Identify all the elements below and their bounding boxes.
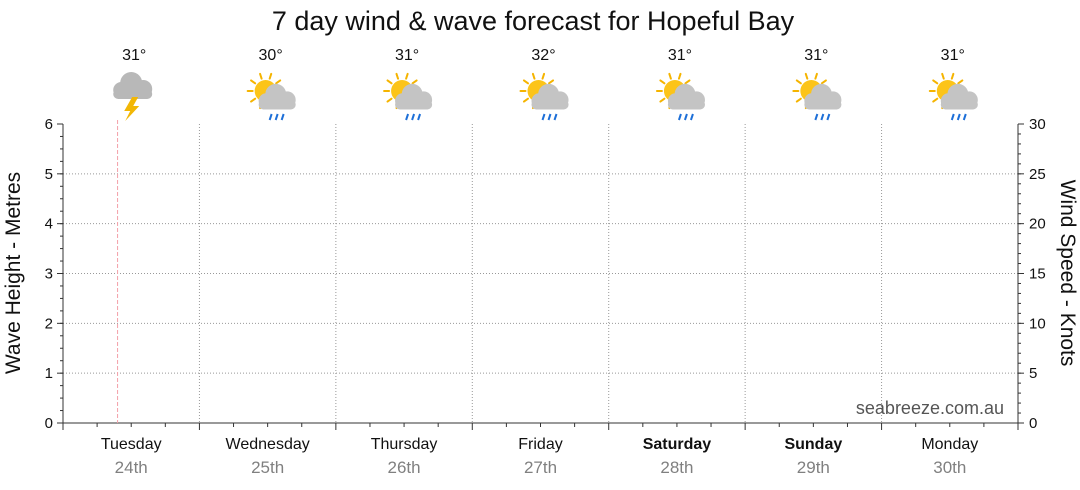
- day-temperature: 31°: [941, 47, 965, 64]
- day-name: Sunday: [784, 436, 842, 453]
- day-name: Tuesday: [101, 436, 162, 453]
- day-name: Saturday: [643, 436, 712, 453]
- left-axis-tick-label: 5: [45, 166, 53, 183]
- left-axis-tick-label: 2: [45, 315, 53, 332]
- day-name: Wednesday: [226, 436, 310, 453]
- left-axis-label: Wave Height - Metres: [2, 172, 25, 374]
- day-date: 27th: [524, 458, 557, 477]
- left-axis-tick-label: 1: [45, 365, 53, 382]
- sun-cloud-rain-icon: [383, 72, 433, 121]
- day-temperature: 32°: [531, 47, 555, 64]
- right-axis-tick-label: 15: [1029, 266, 1046, 283]
- left-axis-tick-label: 3: [45, 266, 53, 283]
- right-axis-tick-label: 5: [1029, 365, 1037, 382]
- right-axis-tick-label: 0: [1029, 415, 1037, 432]
- day-name: Friday: [518, 436, 562, 453]
- left-axis-tick-label: 6: [45, 116, 53, 133]
- sun-cloud-rain-icon: [928, 72, 978, 121]
- day-temperature: 31°: [395, 47, 419, 64]
- thunderstorm-icon: [113, 72, 153, 121]
- day-date: 24th: [115, 458, 148, 477]
- day-date: 28th: [660, 458, 693, 477]
- sun-cloud-rain-icon: [792, 72, 842, 121]
- sun-cloud-rain-icon: [655, 72, 705, 121]
- right-axis-tick-label: 20: [1029, 216, 1046, 233]
- right-axis-tick-label: 10: [1029, 315, 1046, 332]
- left-axis-tick-label: 0: [45, 415, 53, 432]
- day-date: 30th: [933, 458, 966, 477]
- day-name: Monday: [921, 436, 978, 453]
- day-temperature: 31°: [122, 47, 146, 64]
- sun-cloud-rain-icon: [519, 72, 569, 121]
- day-temperature: 31°: [804, 47, 828, 64]
- day-date: 29th: [797, 458, 830, 477]
- day-temperature: 31°: [668, 47, 692, 64]
- watermark: seabreeze.com.au: [856, 398, 1004, 418]
- day-date: 25th: [251, 458, 284, 477]
- plot-area: 0 1 2 3 4 5 6 0 5 10 15 20 25 30: [45, 116, 1046, 432]
- day-temperature: 30°: [259, 47, 283, 64]
- right-axis-tick-label: 30: [1029, 116, 1046, 133]
- weather-icons: [113, 72, 978, 121]
- chart-title: 7 day wind & wave forecast for Hopeful B…: [272, 6, 795, 36]
- day-date: 26th: [388, 458, 421, 477]
- right-axis-tick-label: 25: [1029, 166, 1046, 183]
- right-axis-label: Wind Speed - Knots: [1056, 180, 1079, 367]
- left-axis-tick-label: 4: [45, 216, 53, 233]
- day-name: Thursday: [371, 436, 438, 453]
- sun-cloud-rain-icon: [246, 72, 296, 121]
- day-labels: Tuesday 24th 31° Wednesday 25th 30° Thursday 26…: [101, 47, 978, 477]
